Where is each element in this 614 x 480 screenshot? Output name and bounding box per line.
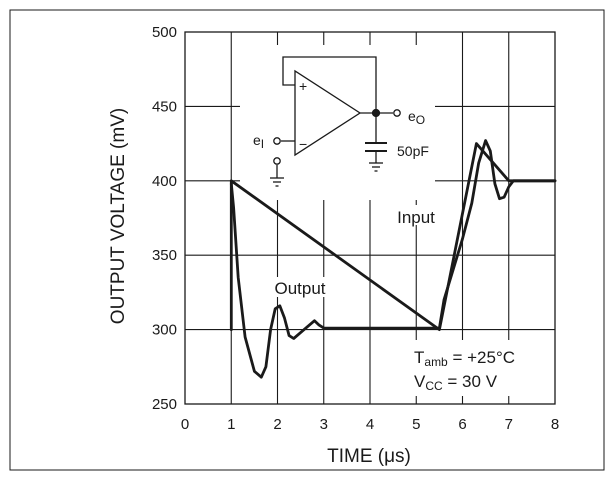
feedback-wire bbox=[282, 56, 377, 113]
y-tick-labels: 250 300 350 400 450 500 bbox=[152, 24, 177, 413]
x-tick-label: 5 bbox=[412, 416, 420, 433]
x-tick-label: 0 bbox=[181, 416, 189, 433]
opamp-minus-label: − bbox=[299, 136, 307, 152]
input-ground-terminal bbox=[273, 157, 281, 165]
output-terminal bbox=[393, 109, 401, 117]
y-axis-title: OUTPUT VOLTAGE (mV) bbox=[108, 108, 129, 324]
plot-frame bbox=[184, 31, 556, 405]
x-tick-label: 3 bbox=[320, 416, 328, 433]
tamb-condition: Tamb = +25°C bbox=[414, 348, 515, 369]
y-tick-label: 350 bbox=[152, 247, 177, 264]
vcc-condition: VCC = 30 V bbox=[414, 372, 498, 393]
y-tick-label: 500 bbox=[152, 24, 177, 41]
y-tick-label: 250 bbox=[152, 396, 177, 413]
opamp-plus-label: + bbox=[299, 78, 307, 94]
input-terminal bbox=[273, 137, 281, 145]
opamp-triangle bbox=[294, 69, 362, 157]
x-tick-label: 6 bbox=[458, 416, 466, 433]
x-axis-title: TIME (μs) bbox=[327, 446, 411, 467]
input-annotation: Input bbox=[397, 208, 435, 227]
y-tick-label: 400 bbox=[152, 173, 177, 190]
x-tick-label: 2 bbox=[273, 416, 281, 433]
x-tick-label: 1 bbox=[227, 416, 235, 433]
output-label-mask bbox=[268, 277, 332, 297]
input-label: eI bbox=[253, 132, 264, 151]
conditions-mask bbox=[412, 340, 552, 396]
input-label-mask bbox=[392, 205, 438, 225]
output-label: eO bbox=[408, 108, 425, 127]
output-annotation: Output bbox=[274, 279, 325, 298]
x-tick-label: 7 bbox=[505, 416, 513, 433]
capacitor-label: 50pF bbox=[397, 143, 429, 159]
x-tick-label: 4 bbox=[366, 416, 374, 433]
figure-border bbox=[9, 9, 605, 471]
series-lines bbox=[229, 139, 557, 379]
x-tick-label: 8 bbox=[551, 416, 559, 433]
series-line-output bbox=[229, 139, 557, 379]
opamp-circuit bbox=[270, 56, 401, 187]
circuit-background bbox=[240, 45, 435, 200]
x-tick-labels: 0 1 2 3 4 5 6 7 8 bbox=[181, 416, 559, 433]
y-tick-label: 450 bbox=[152, 98, 177, 115]
y-tick-label: 300 bbox=[152, 322, 177, 339]
